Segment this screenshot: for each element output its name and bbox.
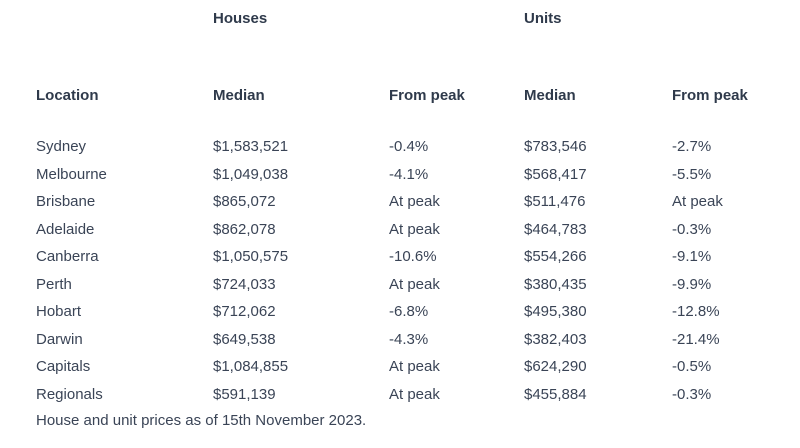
cell-units-from-peak: -9.9% — [672, 275, 712, 293]
cell-units-median: $783,546 — [524, 138, 587, 155]
cell-location: Darwin — [36, 330, 83, 348]
cell-units-from-peak: -0.3% — [672, 220, 712, 238]
cell-location: Hobart — [36, 303, 82, 320]
cell-houses-median: $1,049,038 — [213, 165, 289, 183]
column-header-location: Location — [36, 87, 99, 104]
cell-units-from-peak: -12.8% — [672, 303, 720, 320]
cell-houses-from-peak: -4.1% — [389, 165, 429, 183]
cell-units-from-peak: -5.5% — [672, 165, 712, 183]
table-row: Brisbane $865,072 At peak $511,476 At pe… — [0, 189, 800, 217]
cell-houses-from-peak: -0.4% — [389, 138, 429, 155]
cell-houses-median: $1,583,521 — [213, 138, 289, 155]
cell-units-from-peak: -21.4% — [672, 330, 720, 348]
group-header-units: Units — [524, 10, 562, 27]
table-row: Perth $724,033 At peak $380,435 -9.9% — [0, 272, 800, 300]
cell-units-median: $495,380 — [524, 303, 587, 320]
group-header-houses: Houses — [213, 10, 268, 27]
cell-location: Perth — [36, 275, 72, 293]
table-row: Adelaide $862,078 At peak $464,783 -0.3% — [0, 217, 800, 245]
cell-location: Capitals — [36, 358, 91, 375]
cell-houses-from-peak: At peak — [389, 220, 440, 238]
cell-location: Brisbane — [36, 193, 96, 210]
cell-units-from-peak: -0.5% — [672, 358, 712, 375]
table-row: Melbourne $1,049,038 -4.1% $568,417 -5.5… — [0, 162, 800, 190]
cell-houses-from-peak: At peak — [389, 358, 440, 375]
cell-units-median: $554,266 — [524, 248, 587, 265]
cell-houses-from-peak: -10.6% — [389, 248, 437, 265]
table-row: Canberra $1,050,575 -10.6% $554,266 -9.1… — [0, 244, 800, 272]
table-footnote: House and unit prices as of 15th Novembe… — [36, 412, 367, 429]
cell-units-median: $568,417 — [524, 165, 587, 183]
cell-units-median: $455,884 — [524, 385, 587, 403]
cell-houses-median: $1,084,855 — [213, 358, 289, 375]
cell-location: Regionals — [36, 385, 103, 403]
table-row: Capitals $1,084,855 At peak $624,290 -0.… — [0, 354, 800, 382]
cell-units-median: $464,783 — [524, 220, 587, 238]
cell-houses-from-peak: At peak — [389, 193, 440, 210]
cell-houses-median: $724,033 — [213, 275, 276, 293]
cell-houses-median: $712,062 — [213, 303, 276, 320]
cell-units-from-peak: -2.7% — [672, 138, 712, 155]
column-header-units-median: Median — [524, 87, 576, 104]
column-header-units-from-peak: From peak — [672, 87, 748, 104]
cell-houses-median: $591,139 — [213, 385, 276, 403]
cell-units-median: $380,435 — [524, 275, 587, 293]
column-header-houses-from-peak: From peak — [389, 87, 465, 104]
cell-houses-median: $1,050,575 — [213, 248, 289, 265]
cell-houses-median: $862,078 — [213, 220, 276, 238]
cell-units-from-peak: -0.3% — [672, 385, 712, 403]
cell-units-from-peak: At peak — [672, 193, 723, 210]
table-row: Sydney $1,583,521 -0.4% $783,546 -2.7% — [0, 134, 800, 162]
cell-houses-from-peak: -4.3% — [389, 330, 429, 348]
cell-units-from-peak: -9.1% — [672, 248, 712, 265]
cell-location: Melbourne — [36, 165, 107, 183]
table-row: Darwin $649,538 -4.3% $382,403 -21.4% — [0, 327, 800, 355]
cell-units-median: $511,476 — [524, 193, 586, 210]
cell-houses-median: $649,538 — [213, 330, 276, 348]
table-row: Hobart $712,062 -6.8% $495,380 -12.8% — [0, 299, 800, 327]
cell-houses-from-peak: At peak — [389, 385, 440, 403]
column-header-houses-median: Median — [213, 87, 265, 104]
cell-location: Sydney — [36, 138, 87, 155]
cell-units-median: $382,403 — [524, 330, 587, 348]
cell-houses-from-peak: -6.8% — [389, 303, 429, 320]
cell-houses-median: $865,072 — [213, 193, 276, 210]
table-body: Sydney $1,583,521 -0.4% $783,546 -2.7% M… — [0, 134, 800, 409]
cell-units-median: $624,290 — [524, 358, 587, 375]
table-row: Regionals $591,139 At peak $455,884 -0.3… — [0, 382, 800, 410]
cell-location: Canberra — [36, 248, 99, 265]
cell-houses-from-peak: At peak — [389, 275, 440, 293]
cell-location: Adelaide — [36, 220, 95, 238]
